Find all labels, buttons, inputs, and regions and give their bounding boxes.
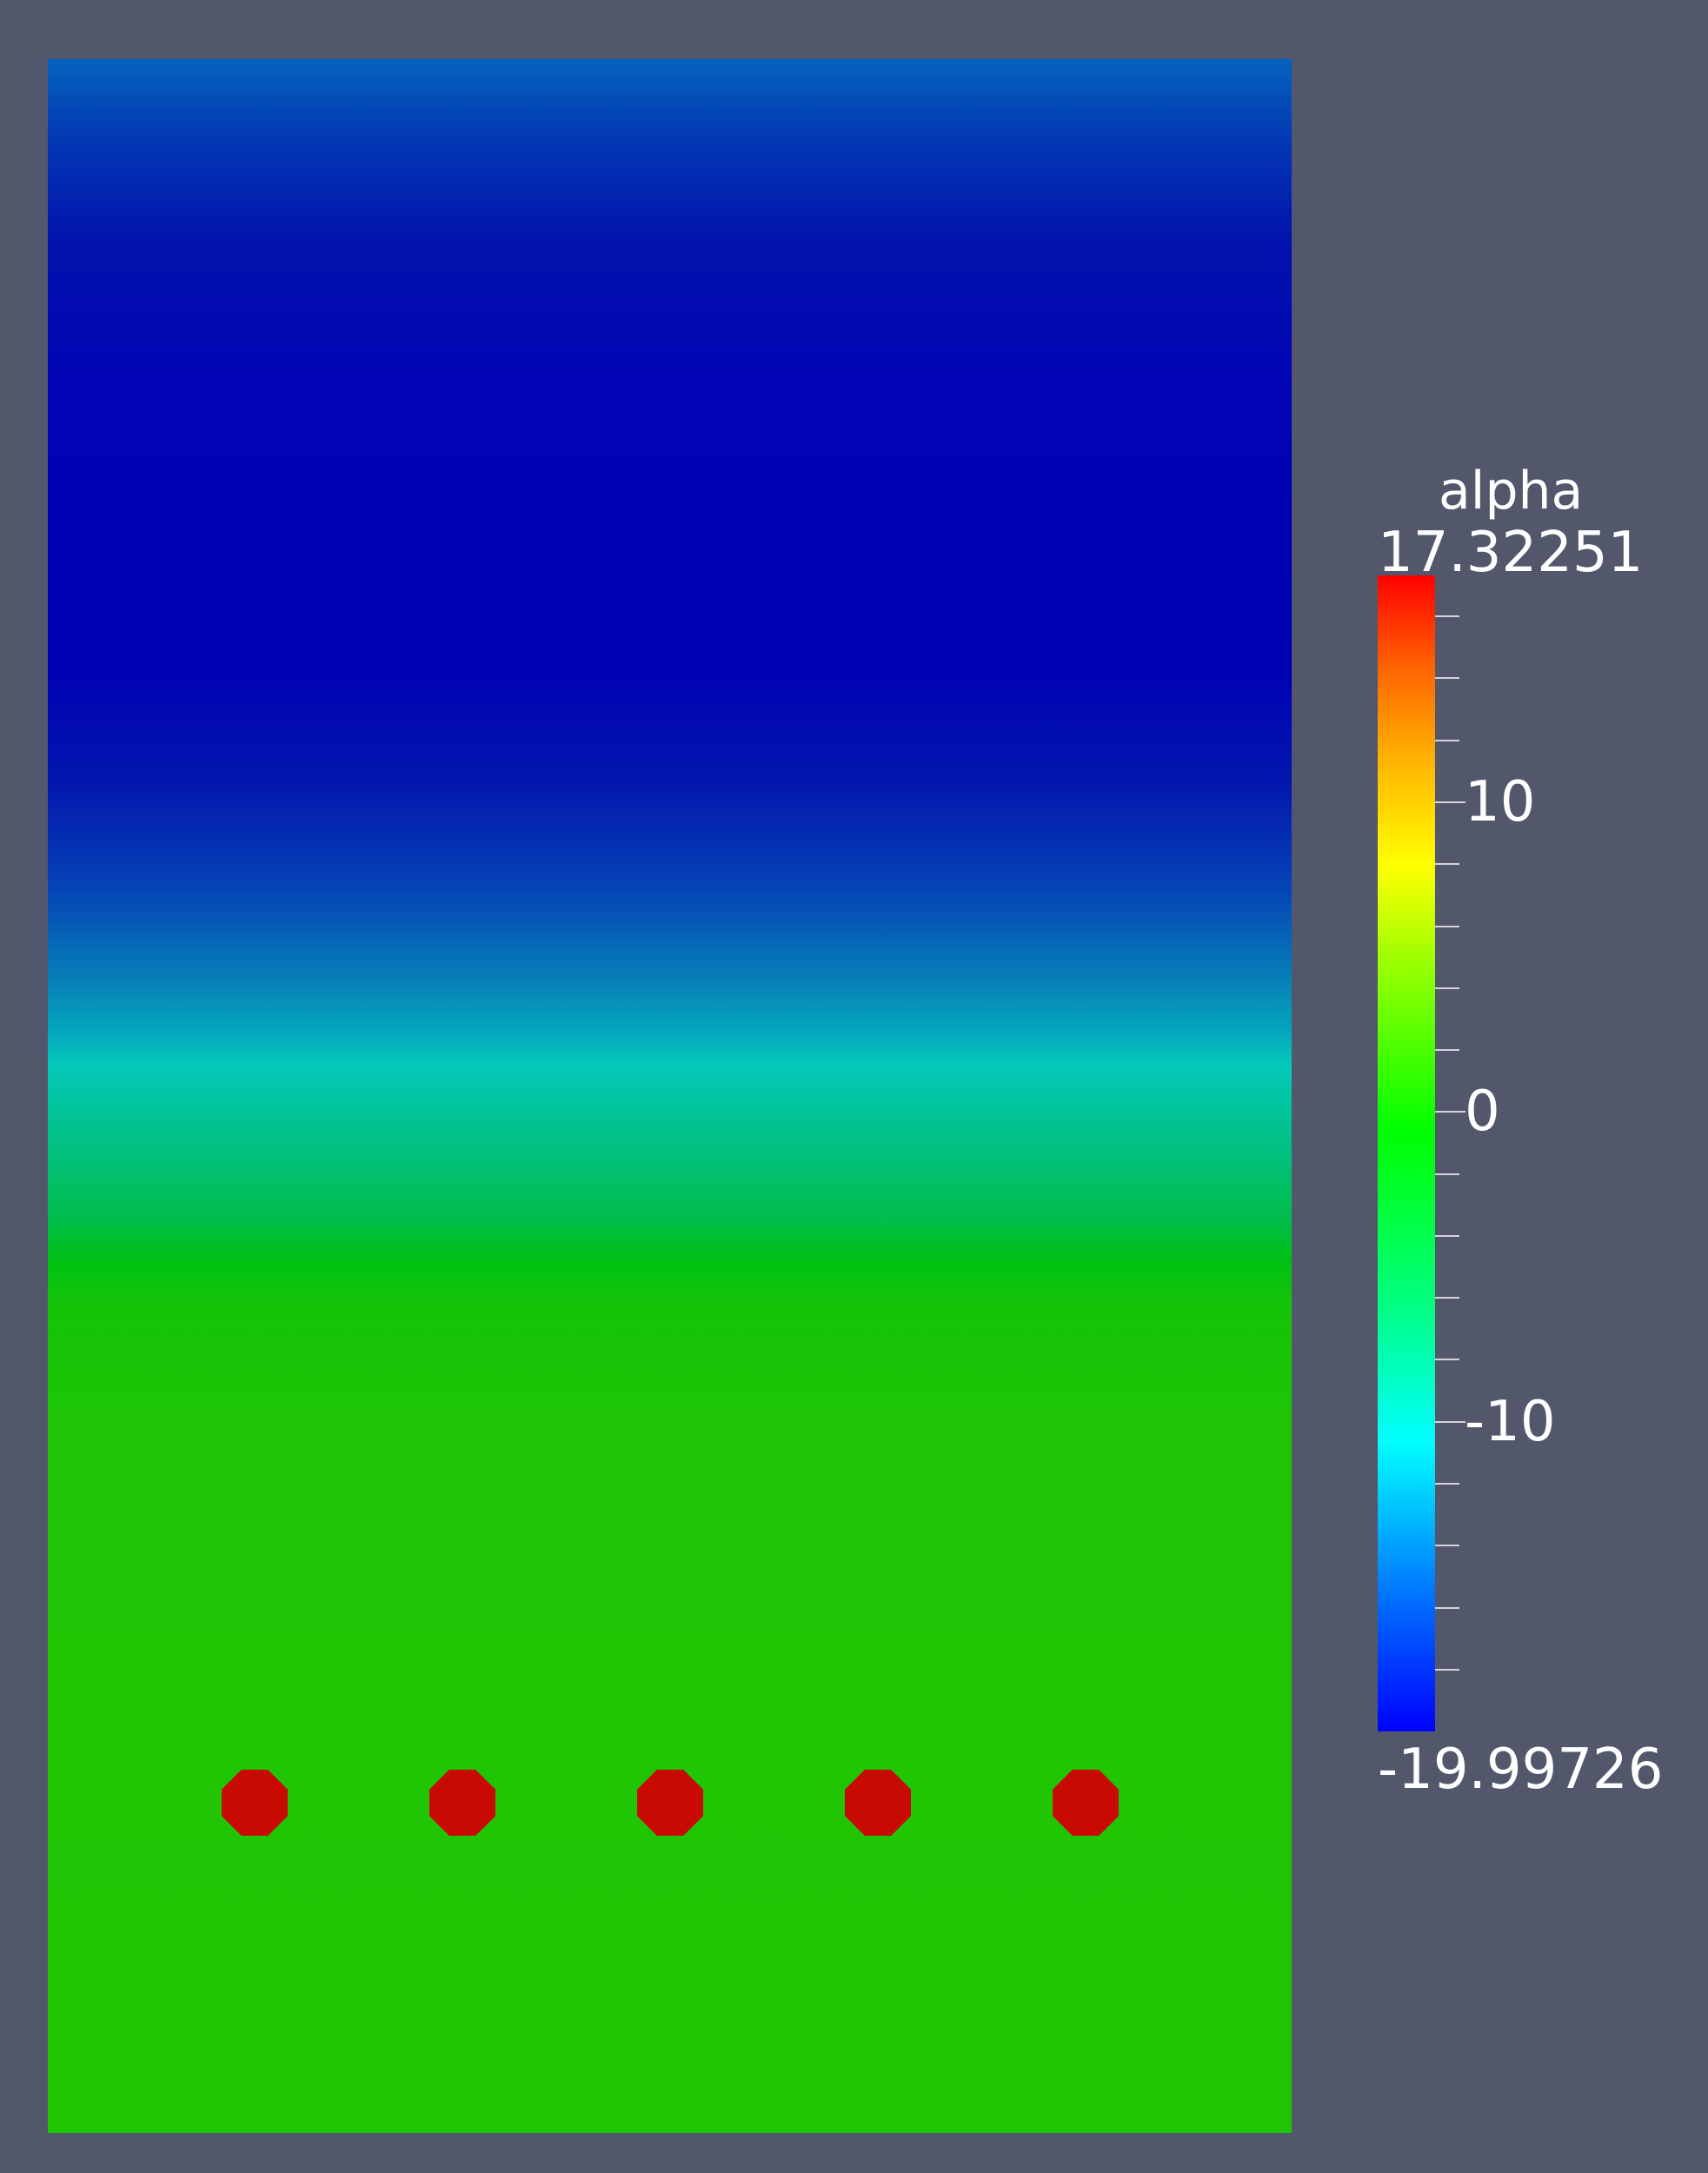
- legend-tick-label-10: 10: [1465, 769, 1536, 834]
- legend-minor-tick: [1435, 1173, 1459, 1175]
- legend-minor-tick: [1435, 1545, 1459, 1547]
- legend-major-tick: [1435, 1111, 1465, 1113]
- legend-minor-tick: [1435, 1482, 1459, 1485]
- legend-minor-tick: [1435, 1234, 1459, 1237]
- legend-minor-tick: [1435, 925, 1459, 927]
- marker-dot: [429, 1770, 495, 1836]
- marker-dot: [222, 1770, 288, 1836]
- legend-minor-tick: [1435, 1297, 1459, 1299]
- legend-minor-tick: [1435, 1359, 1459, 1361]
- legend-minor-tick: [1435, 1606, 1459, 1609]
- legend-ticks: [1435, 575, 1465, 1731]
- alpha-field-plot[interactable]: [48, 59, 1292, 2133]
- marker-dot: [637, 1770, 703, 1836]
- legend-major-tick: [1435, 1420, 1465, 1423]
- marker-dot: [845, 1770, 911, 1836]
- legend-minor-tick: [1435, 1668, 1459, 1671]
- color-legend-bar: [1378, 575, 1435, 1731]
- legend-minor-tick: [1435, 739, 1459, 741]
- legend-minor-tick: [1435, 615, 1459, 618]
- legend-minor-tick: [1435, 677, 1459, 680]
- legend-minor-tick: [1435, 1049, 1459, 1052]
- legend-min-label: -19.99726: [1378, 1738, 1664, 1802]
- marker-dot: [1053, 1770, 1119, 1836]
- legend-tick-label-0: 0: [1465, 1080, 1500, 1145]
- legend-minor-tick: [1435, 987, 1459, 989]
- legend-tick-label-minus-10: -10: [1465, 1389, 1556, 1454]
- legend-major-tick: [1435, 801, 1465, 803]
- legend-minor-tick: [1435, 863, 1459, 866]
- legend-max-label: 17.32251: [1378, 521, 1644, 585]
- legend-title: alpha: [1439, 461, 1584, 522]
